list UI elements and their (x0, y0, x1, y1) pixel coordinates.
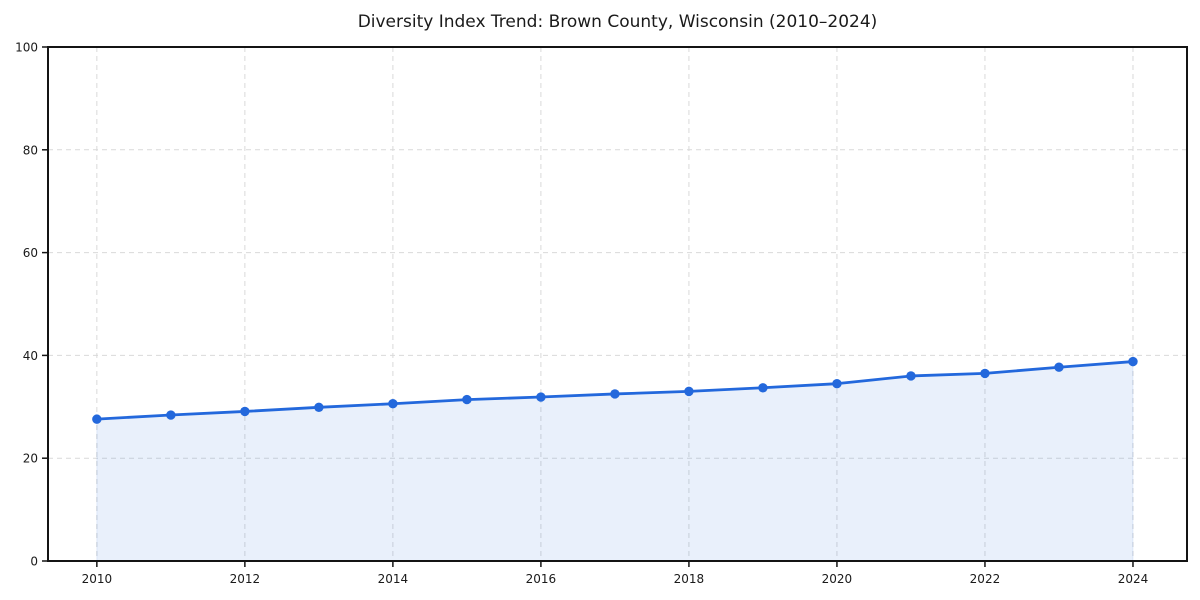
x-tick-label: 2020 (822, 572, 853, 586)
data-point (980, 368, 990, 379)
data-point (684, 386, 694, 397)
y-tick-label: 20 (23, 452, 38, 466)
data-point (462, 394, 472, 405)
data-point (240, 406, 250, 417)
data-point (758, 383, 768, 393)
data-point (832, 378, 842, 389)
data-point (92, 414, 102, 424)
y-tick-label: 0 (30, 555, 38, 569)
x-tick-label: 2018 (674, 572, 705, 586)
x-tick-label: 2014 (378, 572, 409, 586)
y-tick-label: 100 (15, 41, 38, 55)
data-point (166, 410, 176, 420)
x-tick-label: 2010 (82, 572, 113, 586)
data-point (610, 389, 620, 399)
chart-title: Diversity Index Trend: Brown County, Wis… (357, 12, 878, 32)
y-tick-label: 60 (23, 246, 38, 260)
x-tick-label: 2022 (970, 572, 1001, 586)
y-tick-label: 40 (23, 349, 38, 363)
x-tick-label: 2024 (1118, 572, 1149, 586)
x-tick-label: 2012 (230, 572, 261, 586)
y-tick-label: 80 (23, 143, 38, 157)
x-tick-label: 2016 (526, 572, 557, 586)
plot-frame (47, 46, 1188, 562)
data-point (906, 371, 916, 381)
data-point (1054, 362, 1064, 372)
data-point (388, 399, 398, 409)
data-point (536, 392, 546, 402)
data-point (1128, 356, 1138, 367)
data-point (314, 402, 324, 413)
